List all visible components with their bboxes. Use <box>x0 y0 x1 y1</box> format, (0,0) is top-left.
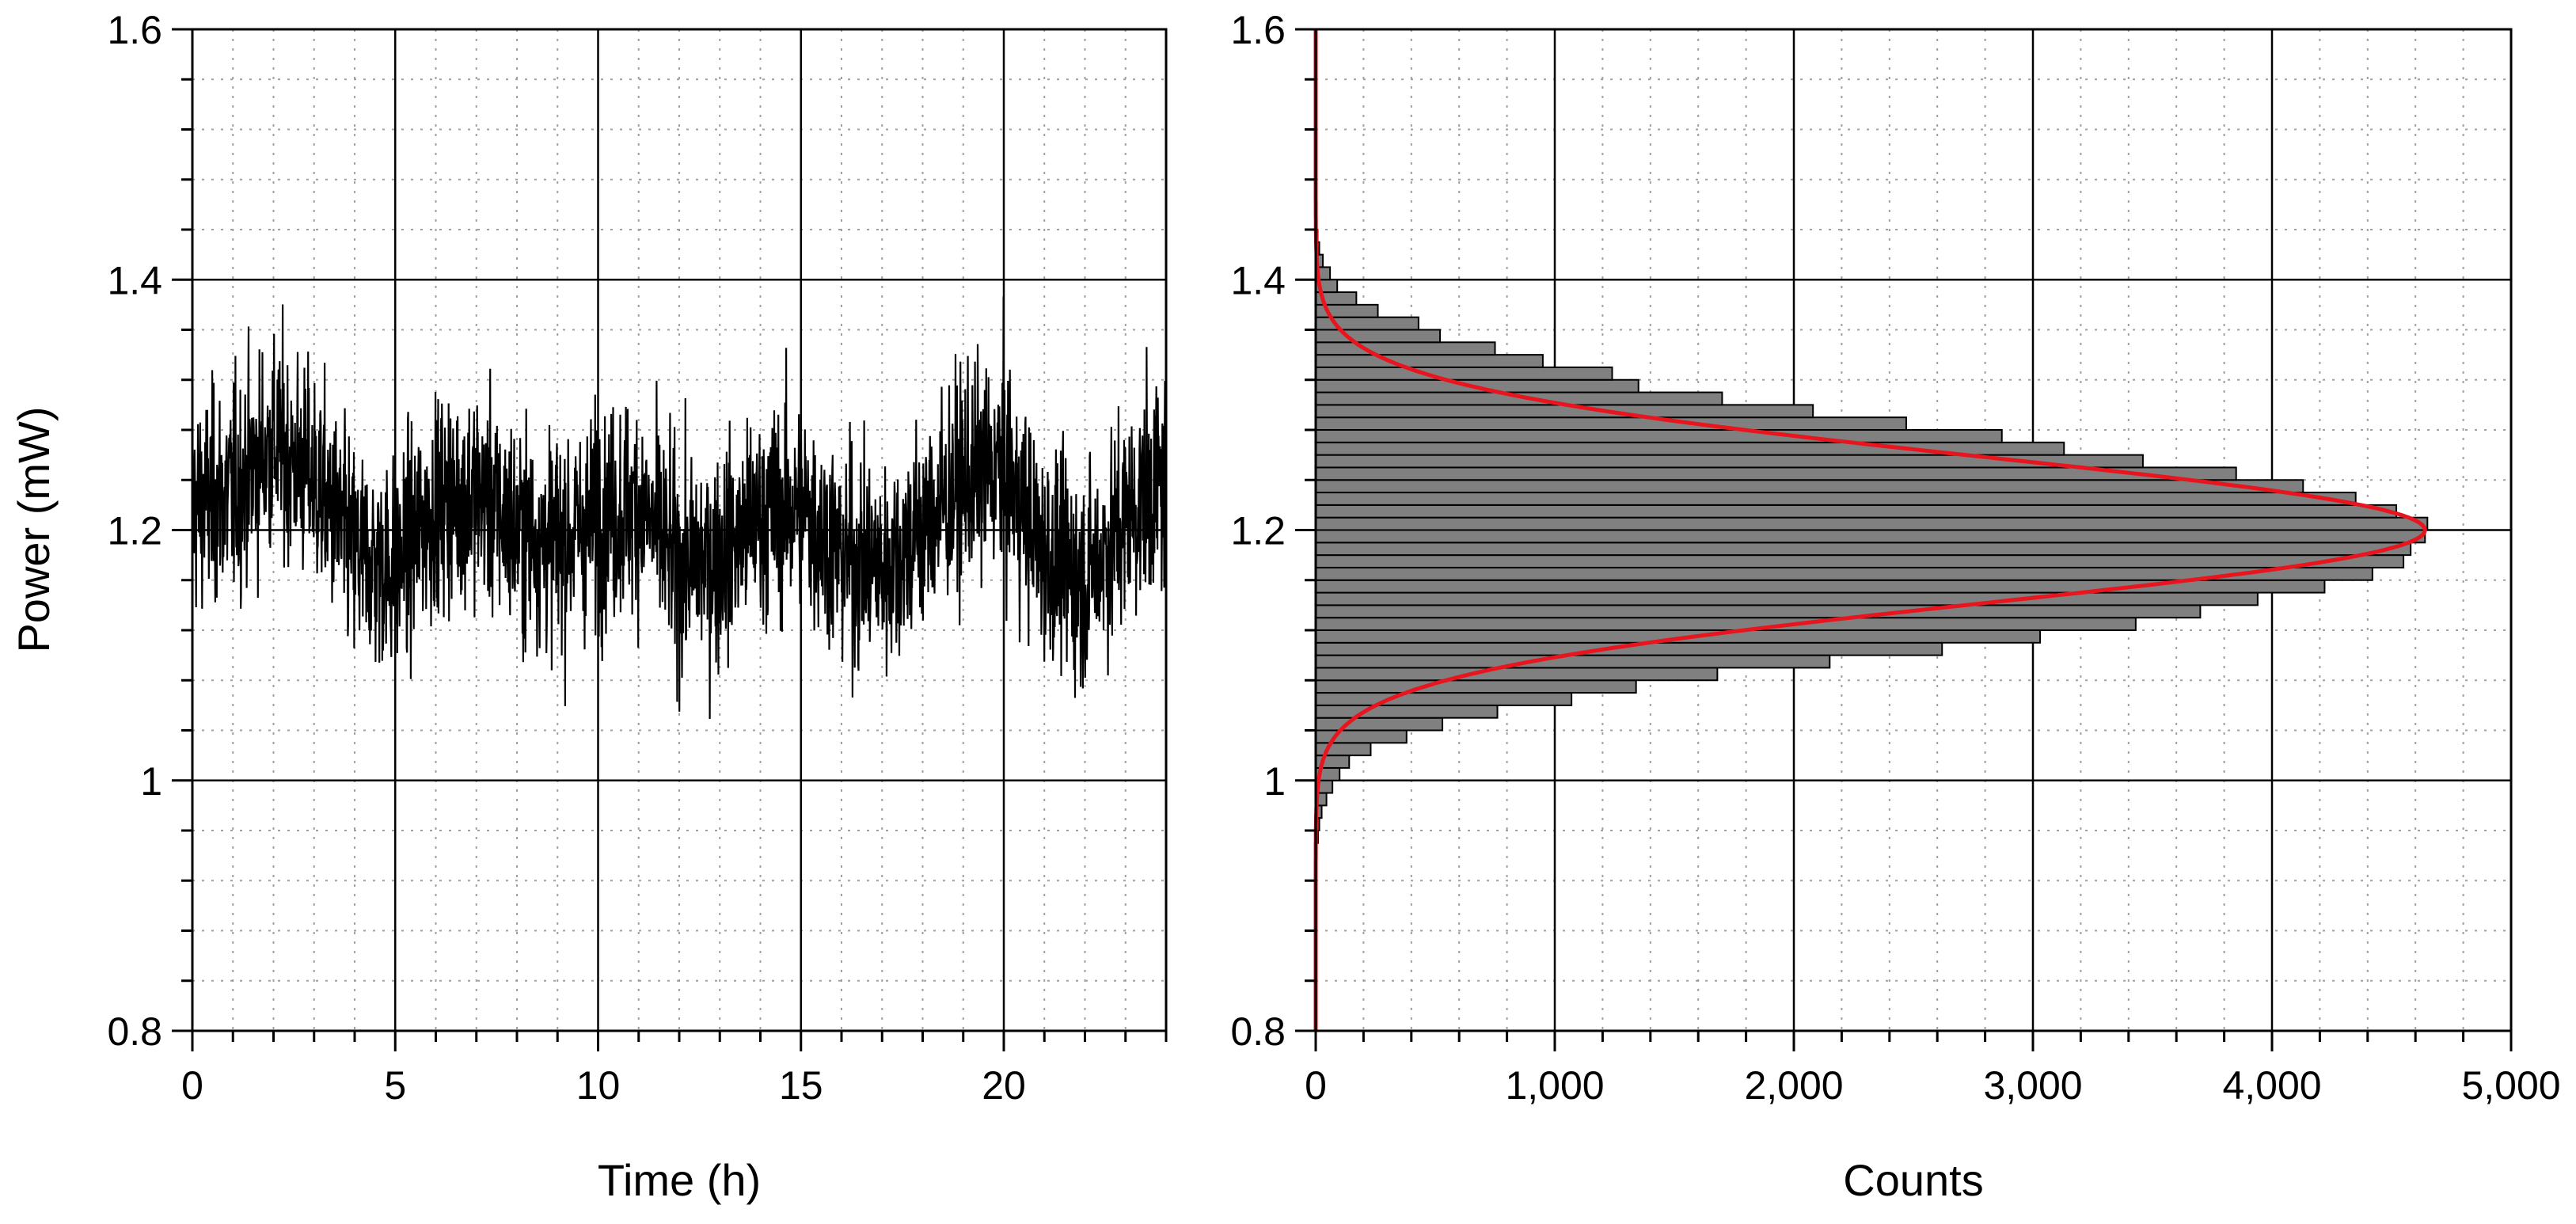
histogram-y-tick-label: 0.8 <box>1230 1009 1286 1054</box>
histogram-x-tick-label: 0 <box>1305 1063 1327 1108</box>
histogram-bar <box>1315 617 2137 631</box>
histogram-bar <box>1315 416 1907 431</box>
histogram-bar <box>1315 629 2042 644</box>
histogram-x-tick-label: 2,000 <box>1744 1063 1843 1108</box>
time-series-y-tick-label: 1.6 <box>107 8 162 52</box>
time-series-x-tick-label: 5 <box>384 1063 406 1108</box>
time-series-y-tick-label: 1.4 <box>107 258 162 302</box>
histogram-bar <box>1315 404 1814 419</box>
histogram-x-axis-label: Counts <box>1843 1155 1983 1205</box>
histogram-bar <box>1315 554 2405 568</box>
histogram-bar <box>1315 667 1719 682</box>
histogram-bar <box>1315 479 2304 494</box>
histogram-bars <box>1315 203 2429 857</box>
time-series-y-axis-label: Power (mW) <box>9 406 59 652</box>
time-series-y-tick-label: 0.8 <box>107 1009 162 1054</box>
histogram-bar <box>1315 729 1408 744</box>
histogram-x-tick-label: 4,000 <box>2222 1063 2321 1108</box>
histogram-bar <box>1315 692 1573 706</box>
time-series-y-ticks: 0.8 1 1.2 1.4 1.6 <box>107 8 192 1054</box>
histogram-bar <box>1315 604 2202 619</box>
time-series-x-tick-label: 15 <box>779 1063 823 1108</box>
time-series-x-ticks: 0 5 10 15 20 <box>181 1031 1168 1108</box>
time-series-x-tick-label: 20 <box>982 1063 1026 1108</box>
histogram-bar <box>1315 704 1499 719</box>
histogram-bar <box>1315 679 1637 694</box>
time-series-x-tick-label: 10 <box>576 1063 621 1108</box>
histogram-x-tick-label: 3,000 <box>1983 1063 2082 1108</box>
histogram-chart: 0 1,000 2,000 3,000 4,000 5,000 0.8 1 1.2 1.4 1.6… <box>1230 8 2560 1205</box>
histogram-bar <box>1315 591 2259 606</box>
histogram-bar <box>1315 654 1831 669</box>
histogram-bar <box>1315 391 1723 406</box>
histogram-bar <box>1315 341 1496 356</box>
histogram-bar <box>1315 542 2412 557</box>
histogram-x-tick-label: 5,000 <box>2461 1063 2560 1108</box>
time-series-x-axis-label: Time (h) <box>598 1155 761 1205</box>
time-series-power-trace <box>191 296 1168 720</box>
histogram-y-tick-label: 1.2 <box>1230 509 1286 553</box>
histogram-bar <box>1315 516 2429 531</box>
histogram-y-tick-label: 1.6 <box>1230 8 1286 52</box>
histogram-bar <box>1315 429 2003 443</box>
time-series-chart: 0 5 10 15 20 0.8 1 1.2 1.4 1.6 Time (h) Power (m… <box>9 8 1168 1205</box>
histogram-x-tick-label: 1,000 <box>1505 1063 1604 1108</box>
time-series-y-tick-label: 1 <box>140 759 162 804</box>
histogram-bar <box>1315 366 1613 381</box>
histogram-x-ticks: 0 1,000 2,000 3,000 4,000 5,000 <box>1305 1031 2561 1108</box>
histogram-bar <box>1315 717 1444 732</box>
histogram-bar <box>1315 354 1544 368</box>
histogram-bar <box>1315 329 1442 344</box>
histogram-y-ticks: 0.8 1 1.2 1.4 1.6 <box>1230 8 1316 1054</box>
histogram-y-tick-label: 1.4 <box>1230 258 1286 302</box>
histogram-bar <box>1315 529 2426 544</box>
time-series-x-tick-label: 0 <box>181 1063 203 1108</box>
time-series-y-tick-label: 1.2 <box>107 509 162 553</box>
histogram-bar <box>1315 492 2357 506</box>
histogram-y-tick-label: 1 <box>1263 759 1286 804</box>
histogram-bar <box>1315 504 2398 519</box>
